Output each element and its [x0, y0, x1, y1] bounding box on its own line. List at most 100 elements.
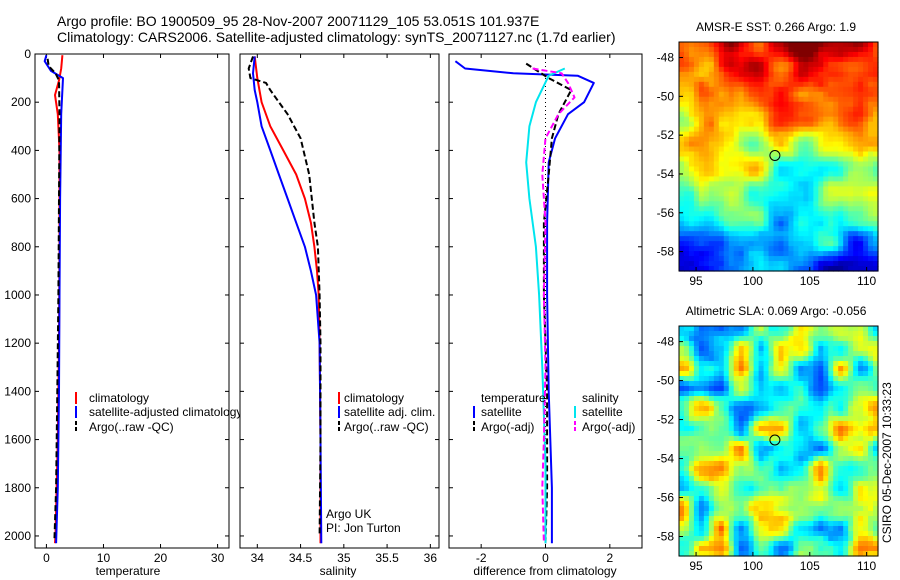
- heatmap-cell: [798, 116, 804, 123]
- heatmap-cell: [708, 66, 715, 73]
- heatmap-cell: [838, 496, 844, 502]
- heatmap-cell: [793, 236, 799, 242]
- heatmap-cell: [873, 371, 879, 377]
- heatmap-cell: [828, 481, 834, 487]
- heatmap-cell: [813, 521, 819, 527]
- heatmap-cell: [728, 496, 735, 502]
- heatmap-cell: [803, 526, 809, 532]
- heatmap-cell: [803, 381, 809, 387]
- heatmap-cell: [733, 166, 740, 173]
- heatmap-cell: [793, 86, 799, 93]
- heatmap-cell: [763, 426, 770, 432]
- heatmap-cell: [808, 396, 814, 402]
- heatmap-cell: [843, 396, 849, 402]
- heatmap-cell: [793, 361, 799, 367]
- heatmap-cell: [758, 241, 765, 247]
- heatmap-cell: [753, 476, 760, 482]
- heatmap-cell: [853, 171, 859, 178]
- heatmap-cell: [748, 196, 755, 202]
- heatmap-cell: [763, 101, 770, 108]
- heatmap-cell: [843, 216, 849, 222]
- heatmap-cell: [698, 231, 705, 237]
- heatmap-cell: [758, 551, 765, 557]
- map-ytick-label: -50: [657, 89, 675, 103]
- heatmap-cell: [688, 511, 695, 517]
- heatmap-cell: [838, 81, 844, 88]
- heatmap-cell: [693, 171, 700, 178]
- heatmap-cell: [848, 231, 854, 237]
- heatmap-cell: [763, 456, 770, 462]
- heatmap-cell: [838, 446, 844, 452]
- heatmap-cell: [738, 191, 745, 197]
- heatmap-cell: [728, 361, 735, 367]
- heatmap-cell: [818, 196, 824, 202]
- heatmap-cell: [848, 216, 854, 222]
- heatmap-cell: [798, 231, 804, 237]
- heatmap-cell: [723, 156, 730, 163]
- heatmap-cell: [713, 376, 720, 382]
- heatmap-cell: [853, 531, 859, 537]
- heatmap-cell: [723, 541, 730, 547]
- heatmap-cell: [863, 326, 869, 332]
- heatmap-cell: [768, 131, 775, 138]
- heatmap-cell: [848, 476, 854, 482]
- heatmap-cell: [848, 121, 854, 128]
- heatmap-cell: [723, 336, 730, 342]
- heatmap-cell: [728, 491, 735, 497]
- heatmap-cell: [768, 541, 775, 547]
- heatmap-cell: [783, 86, 790, 93]
- heatmap-cell: [873, 111, 879, 118]
- heatmap-cell: [843, 551, 849, 557]
- heatmap-cell: [868, 156, 874, 163]
- heatmap-cell: [813, 76, 819, 83]
- heatmap-cell: [748, 191, 755, 197]
- heatmap-cell: [698, 251, 705, 257]
- heatmap-cell: [688, 241, 695, 247]
- heatmap-cell: [733, 96, 740, 103]
- heatmap-cell: [873, 491, 879, 497]
- heatmap-cell: [853, 536, 859, 542]
- heatmap-cell: [743, 396, 750, 402]
- heatmap-cell: [688, 396, 695, 402]
- heatmap-cell: [828, 42, 834, 48]
- heatmap-cell: [698, 71, 705, 78]
- heatmap-cell: [778, 406, 785, 412]
- heatmap-cell: [743, 446, 750, 452]
- heatmap-cell: [838, 551, 844, 557]
- heatmap-cell: [679, 441, 685, 447]
- heatmap-cell: [698, 116, 705, 123]
- heatmap-cell: [708, 116, 715, 123]
- heatmap-cell: [708, 471, 715, 477]
- heatmap-cell: [798, 61, 804, 68]
- heatmap-cell: [688, 546, 695, 552]
- legend-header-temperature: temperature: [481, 391, 546, 405]
- heatmap-cell: [718, 411, 725, 417]
- heatmap-cell: [863, 206, 869, 212]
- heatmap-cell: [758, 111, 765, 118]
- heatmap-cell: [833, 526, 839, 532]
- heatmap-cell: [763, 181, 770, 187]
- heatmap-cell: [708, 421, 715, 427]
- heatmap-cell: [828, 246, 834, 252]
- heatmap-cell: [763, 411, 770, 417]
- heatmap-cell: [768, 481, 775, 487]
- heatmap-cell: [748, 146, 755, 153]
- heatmap-cell: [688, 441, 695, 447]
- heatmap-cell: [768, 176, 775, 182]
- heatmap-cell: [763, 266, 770, 272]
- heatmap-cell: [738, 326, 745, 332]
- heatmap-cell: [848, 416, 854, 422]
- heatmap-cell: [873, 446, 879, 452]
- heatmap-cell: [763, 496, 770, 502]
- heatmap-cell: [783, 501, 790, 507]
- heatmap-cell: [823, 226, 829, 232]
- heatmap-cell: [753, 156, 760, 163]
- heatmap-cell: [713, 511, 720, 517]
- heatmap-cell: [738, 391, 745, 397]
- heatmap-cell: [753, 141, 760, 148]
- heatmap-cell: [838, 156, 844, 163]
- heatmap-cell: [703, 341, 710, 347]
- heatmap-cell: [723, 101, 730, 108]
- heatmap-cell: [698, 256, 705, 262]
- heatmap-cell: [743, 406, 750, 412]
